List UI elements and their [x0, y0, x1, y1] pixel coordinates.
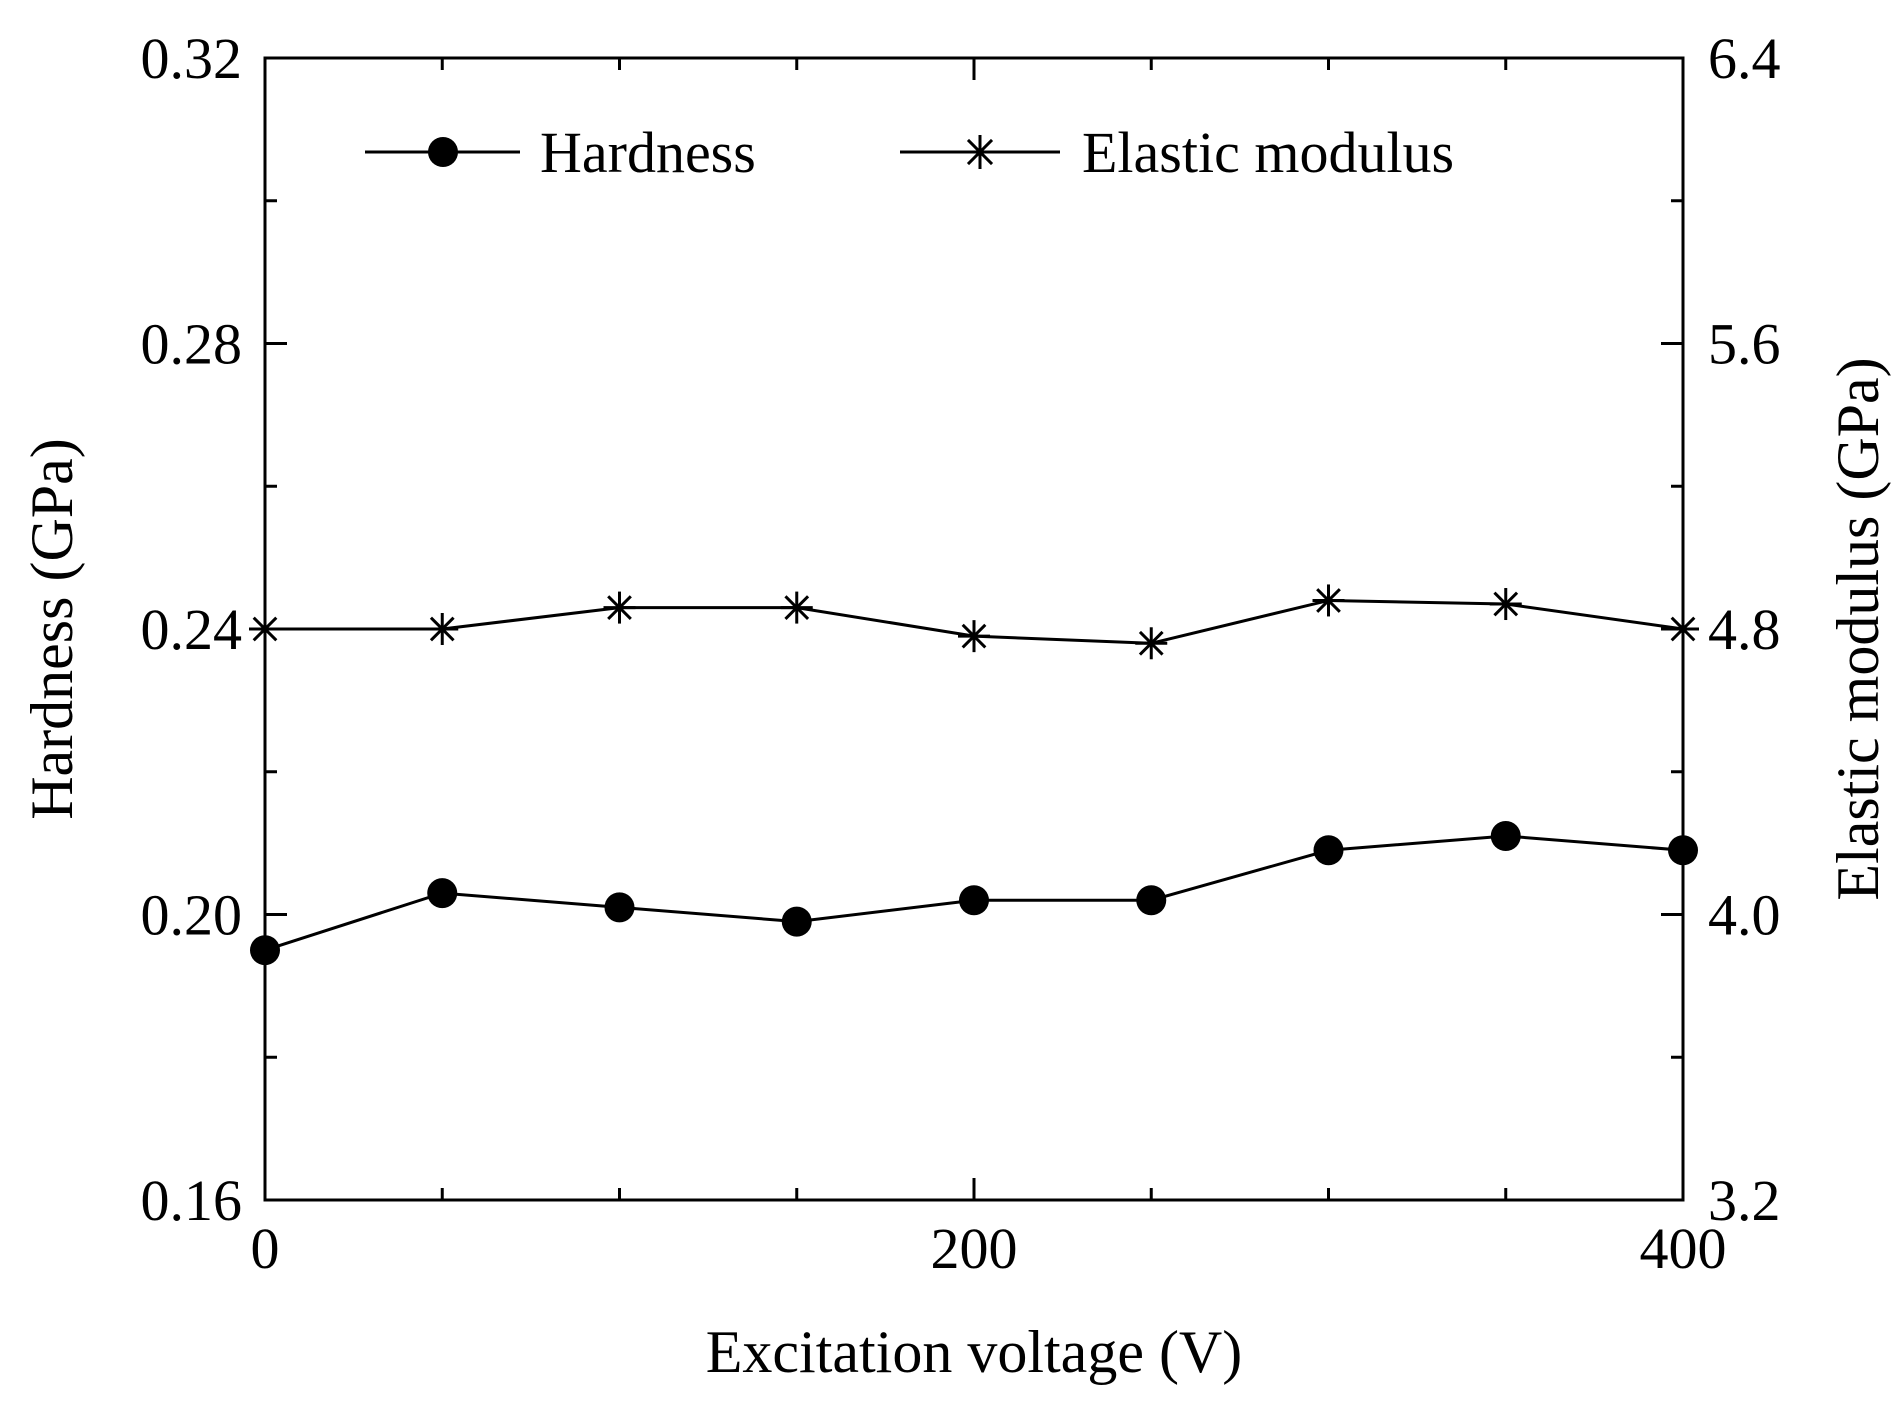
y-tick-label: 0.32 [141, 26, 243, 91]
x-tick-labels: 0 200 400 [251, 1216, 1727, 1281]
y-tick-label: 0.16 [141, 1168, 243, 1233]
legend-elastic-label: Elastic modulus [1082, 120, 1454, 185]
x-tick-label: 0 [251, 1216, 280, 1281]
legend-asterisk-shape [963, 135, 997, 169]
x-axis-label: Excitation voltage (V) [706, 1319, 1242, 1385]
y-tick-label: 0.24 [141, 597, 243, 662]
data-point-elastic-modulus [958, 620, 990, 653]
y-tick-label: 0.20 [141, 883, 243, 948]
data-point-hardness [1136, 885, 1167, 916]
data-point-elastic-modulus [1312, 584, 1345, 617]
y2-tick-label: 5.6 [1708, 312, 1781, 377]
x-tick-label: 200 [931, 1216, 1018, 1281]
x-tick-label: 400 [1640, 1216, 1727, 1281]
y-tick-labels: 0.16 0.20 0.24 0.28 0.32 [141, 26, 243, 1233]
plot-frame [263, 56, 1685, 1202]
legend: Hardness Elastic modulus [365, 120, 1454, 185]
legend-elastic-marker [963, 135, 997, 169]
data-point-elastic-modulus [1489, 588, 1522, 621]
data-point-hardness [1313, 835, 1344, 866]
data-point-hardness [1490, 820, 1521, 851]
y2-tick-labels: 3.2 4.0 4.8 5.6 6.4 [1708, 26, 1781, 1233]
series-layer [249, 584, 1699, 966]
y2-tick-label: 4.8 [1708, 597, 1781, 662]
data-point-hardness [427, 878, 458, 909]
y2-tick-label: 4.0 [1708, 883, 1781, 948]
data-point-hardness [604, 892, 635, 923]
data-point-hardness [781, 906, 812, 937]
y-axis-label: Hardness (GPa) [19, 438, 85, 820]
data-point-elastic-modulus [1135, 627, 1168, 660]
data-point-hardness [959, 885, 989, 916]
y2-tick-label: 3.2 [1708, 1168, 1781, 1233]
legend-hardness-label: Hardness [540, 120, 756, 185]
data-point-elastic-modulus [426, 613, 459, 645]
y2-tick-label: 6.4 [1708, 26, 1781, 91]
y2-axis-label: Elastic modulus (GPa) [1825, 357, 1891, 900]
data-point-elastic-modulus [603, 591, 636, 624]
legend-hardness-marker [428, 137, 458, 167]
data-point-elastic-modulus [780, 591, 813, 624]
y-tick-label: 0.28 [141, 312, 243, 377]
